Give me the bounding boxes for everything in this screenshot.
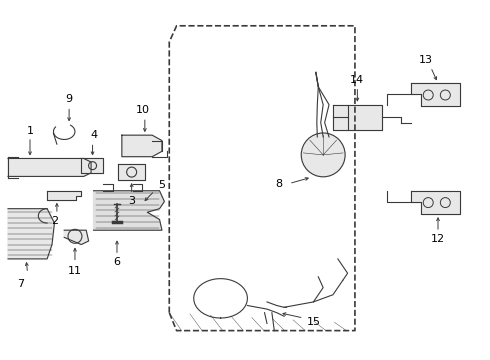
Text: 11: 11: [68, 266, 82, 276]
Text: 13: 13: [419, 55, 433, 65]
Polygon shape: [47, 191, 81, 200]
Text: 10: 10: [135, 105, 149, 115]
Polygon shape: [411, 191, 460, 214]
Text: 3: 3: [128, 196, 135, 206]
Polygon shape: [81, 158, 103, 173]
Polygon shape: [94, 191, 164, 230]
Text: 7: 7: [17, 279, 24, 289]
Text: 14: 14: [349, 75, 364, 85]
Text: 2: 2: [51, 216, 58, 226]
Polygon shape: [122, 135, 162, 157]
Polygon shape: [8, 158, 91, 176]
Text: 5: 5: [158, 180, 166, 190]
Polygon shape: [8, 209, 54, 259]
Polygon shape: [118, 164, 145, 180]
Text: 12: 12: [431, 234, 445, 244]
Text: 1: 1: [26, 126, 33, 135]
Text: 6: 6: [114, 257, 121, 267]
Polygon shape: [333, 105, 382, 130]
Text: 4: 4: [90, 130, 97, 140]
Polygon shape: [64, 230, 89, 244]
Circle shape: [301, 133, 345, 177]
Polygon shape: [411, 83, 460, 107]
Text: 8: 8: [276, 179, 283, 189]
Text: 15: 15: [306, 317, 320, 327]
Text: 9: 9: [66, 94, 73, 104]
